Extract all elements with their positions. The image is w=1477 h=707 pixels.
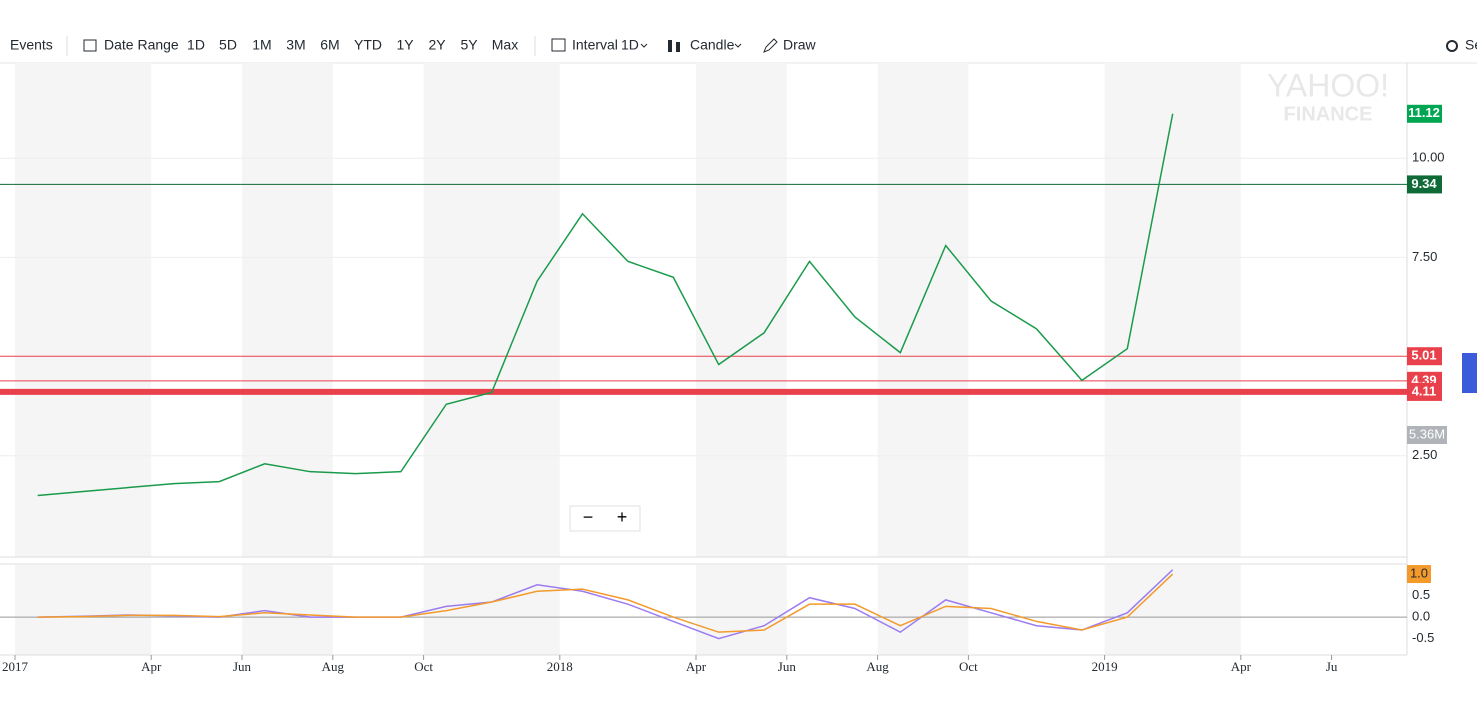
- candle-button[interactable]: Candle: [690, 37, 735, 53]
- zoom-out[interactable]: −: [583, 507, 594, 527]
- period-band: [242, 63, 333, 557]
- period-band: [696, 63, 787, 557]
- price-line: [37, 573, 1174, 633]
- calendar-icon: [83, 39, 97, 52]
- level-tag-label: 5.01: [1411, 348, 1436, 363]
- level-tag-label: 9.34: [1411, 176, 1437, 191]
- candle-icon: [676, 42, 680, 52]
- period-band: [242, 565, 333, 655]
- x-tick-label: Aug: [866, 659, 889, 674]
- period-band: [1104, 63, 1241, 557]
- x-tick-label: 2018: [547, 659, 573, 674]
- period-band: [1104, 565, 1241, 655]
- plot: 2017 Apr Jun Aug Oct 2018 Apr Jun Aug Oct 2019 Apr J…: [0, 63, 1445, 674]
- signal-tag: [1407, 565, 1431, 584]
- period-band: [423, 63, 560, 557]
- range-button[interactable]: 6M: [320, 37, 339, 53]
- y-tick-label: 0.0: [1412, 609, 1430, 624]
- x-tick-label: 2019: [1092, 659, 1118, 674]
- watermark-brand: YAHOO!: [1267, 67, 1389, 103]
- range-button[interactable]: 1Y: [396, 37, 414, 53]
- period-band: [15, 63, 152, 557]
- range-button[interactable]: 5Y: [460, 37, 478, 53]
- x-tick-label: Apr: [1231, 659, 1252, 674]
- draw-icon: [763, 38, 778, 53]
- range-button[interactable]: 2Y: [428, 37, 446, 53]
- level-tag: [1407, 347, 1442, 366]
- y-tick-label: 0.5: [1412, 587, 1430, 602]
- volume-tag: [1407, 426, 1447, 444]
- period-band: [696, 565, 787, 655]
- range-button[interactable]: Max: [492, 37, 518, 53]
- price-line: [37, 569, 1174, 640]
- y-tick-label: 7.50: [1412, 249, 1437, 264]
- x-tick-label: Oct: [414, 659, 433, 674]
- level-tag-label: 4.11: [1412, 383, 1437, 398]
- settings-button[interactable]: Se: [1465, 37, 1477, 53]
- x-tick-label: Apr: [686, 659, 707, 674]
- settings-icon: [1446, 40, 1458, 52]
- y-tick-label: -0.5: [1412, 630, 1434, 645]
- date-range-button[interactable]: Date Range: [104, 37, 179, 53]
- period-band: [15, 565, 152, 655]
- level-tag: [1407, 382, 1442, 401]
- range-button[interactable]: 5D: [219, 37, 237, 53]
- volume-tag-label: 5.36M: [1409, 426, 1445, 441]
- x-tick-label: Oct: [959, 659, 978, 674]
- x-tick-label: Jun: [233, 659, 252, 674]
- x-tick-label: Ju: [1326, 659, 1338, 674]
- level-tag: [1407, 175, 1442, 194]
- chevron: [734, 43, 742, 48]
- x-tick-label: 2017: [2, 659, 29, 674]
- interval-value[interactable]: 1D: [621, 37, 639, 53]
- draw-button[interactable]: Draw: [783, 37, 817, 53]
- x-tick-label: Apr: [141, 659, 162, 674]
- period-band: [877, 63, 969, 557]
- x-tick-label: Jun: [778, 659, 797, 674]
- interval-icon: [551, 38, 566, 52]
- y-tick-label: 10.00: [1412, 150, 1445, 165]
- candle-icon: [668, 40, 672, 52]
- chevron: [640, 43, 648, 48]
- watermark-sub: FINANCE: [1284, 103, 1373, 125]
- range-button[interactable]: 1D: [187, 37, 205, 53]
- signal-tag-label: 1.0: [1410, 565, 1428, 580]
- range-button[interactable]: 1M: [252, 37, 271, 53]
- last-price-tag-label: 11.12: [1408, 105, 1440, 120]
- zoom-controls: [569, 505, 641, 532]
- period-band: [877, 565, 969, 655]
- range-button[interactable]: YTD: [354, 37, 382, 53]
- zoom-in[interactable]: +: [617, 507, 628, 527]
- range-button[interactable]: 3M: [286, 37, 305, 53]
- side-panel-toggle[interactable]: [1462, 353, 1477, 393]
- interval-button[interactable]: Interval: [572, 37, 618, 53]
- price-line: [37, 113, 1174, 497]
- last-price-tag: [1407, 104, 1442, 123]
- period-band: [423, 565, 560, 655]
- x-tick-label: Aug: [322, 659, 345, 674]
- events-button[interactable]: Events: [10, 37, 53, 53]
- y-tick-label: 2.50: [1412, 447, 1437, 462]
